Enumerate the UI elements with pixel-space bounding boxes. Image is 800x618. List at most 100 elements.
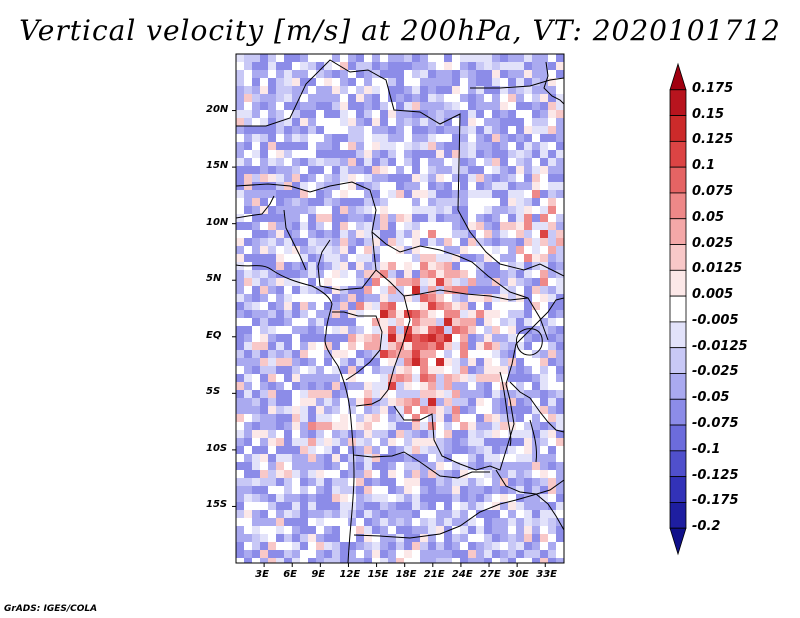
field-cell	[236, 542, 245, 551]
field-cell	[412, 406, 421, 415]
field-cell	[460, 542, 469, 551]
field-cell	[508, 518, 517, 527]
field-cell	[276, 374, 285, 383]
field-cell	[452, 70, 461, 79]
field-cell	[284, 542, 293, 551]
field-cell	[444, 374, 453, 383]
field-cell	[452, 414, 461, 423]
field-cell	[524, 182, 533, 191]
field-cell	[284, 206, 293, 215]
field-cell	[532, 206, 541, 215]
field-cell	[484, 198, 493, 207]
field-cell	[492, 470, 501, 479]
field-cell	[236, 278, 245, 287]
field-cell	[308, 78, 317, 87]
field-cell	[380, 526, 389, 535]
field-cell	[348, 518, 357, 527]
field-cell	[236, 222, 245, 231]
field-cell	[372, 94, 381, 103]
field-cell	[420, 422, 429, 431]
field-cell	[500, 558, 509, 563]
field-cell	[268, 78, 277, 87]
field-cell	[444, 214, 453, 223]
field-cell	[388, 302, 397, 311]
field-cell	[252, 286, 261, 295]
field-cell	[516, 262, 525, 271]
field-cell	[452, 318, 461, 327]
field-cell	[308, 326, 317, 335]
field-cell	[284, 254, 293, 263]
field-cell	[428, 350, 437, 359]
field-cell	[316, 478, 325, 487]
field-cell	[292, 262, 301, 271]
field-cell	[492, 398, 501, 407]
field-cell	[500, 270, 509, 279]
field-cell	[316, 110, 325, 119]
field-cell	[532, 310, 541, 319]
field-cell	[340, 366, 349, 375]
field-cell	[388, 342, 397, 351]
field-cell	[412, 454, 421, 463]
field-cell	[276, 558, 285, 563]
field-cell	[348, 126, 357, 135]
field-cell	[468, 406, 477, 415]
field-cell	[324, 494, 333, 503]
field-cell	[388, 222, 397, 231]
lon-tick-label: 24E	[451, 569, 473, 580]
field-cell	[412, 534, 421, 543]
field-cell	[404, 190, 413, 199]
field-cell	[364, 166, 373, 175]
field-cell	[396, 198, 405, 207]
field-cell	[420, 510, 429, 519]
field-cell	[372, 318, 381, 327]
field-cell	[524, 142, 533, 151]
field-cell	[524, 70, 533, 79]
field-cell	[452, 470, 461, 479]
field-cell	[524, 558, 533, 563]
field-cell	[388, 142, 397, 151]
field-cell	[380, 62, 389, 71]
field-cell	[292, 534, 301, 543]
field-cell	[308, 190, 317, 199]
field-cell	[284, 310, 293, 319]
field-cell	[252, 406, 261, 415]
field-cell	[276, 382, 285, 391]
field-cell	[436, 254, 445, 263]
field-cell	[356, 198, 365, 207]
field-cell	[492, 86, 501, 95]
field-cell	[252, 422, 261, 431]
field-cell	[500, 542, 509, 551]
field-cell	[396, 166, 405, 175]
field-cell	[372, 286, 381, 295]
field-cell	[348, 278, 357, 287]
field-cell	[340, 502, 349, 511]
lat-tick-label: 10S	[206, 442, 228, 454]
field-cell	[268, 86, 277, 95]
field-cell	[428, 462, 437, 471]
field-cell	[540, 310, 549, 319]
field-cell	[396, 550, 405, 559]
field-cell	[500, 278, 509, 287]
field-cell	[540, 414, 549, 423]
field-cell	[324, 214, 333, 223]
field-cell	[316, 262, 325, 271]
field-cell	[244, 334, 253, 343]
field-cell	[284, 62, 293, 71]
field-cell	[284, 366, 293, 375]
field-cell	[324, 150, 333, 159]
field-cell	[452, 422, 461, 431]
field-cell	[260, 534, 269, 543]
field-cell	[244, 158, 253, 167]
field-cell	[260, 486, 269, 495]
field-cell	[348, 422, 357, 431]
field-cell	[364, 206, 373, 215]
field-cell	[276, 190, 285, 199]
field-cell	[308, 302, 317, 311]
field-cell	[372, 270, 381, 279]
field-cell	[244, 102, 253, 111]
field-cell	[476, 534, 485, 543]
field-cell	[372, 470, 381, 479]
field-cell	[436, 222, 445, 231]
field-cell	[540, 70, 549, 79]
field-cell	[380, 302, 389, 311]
